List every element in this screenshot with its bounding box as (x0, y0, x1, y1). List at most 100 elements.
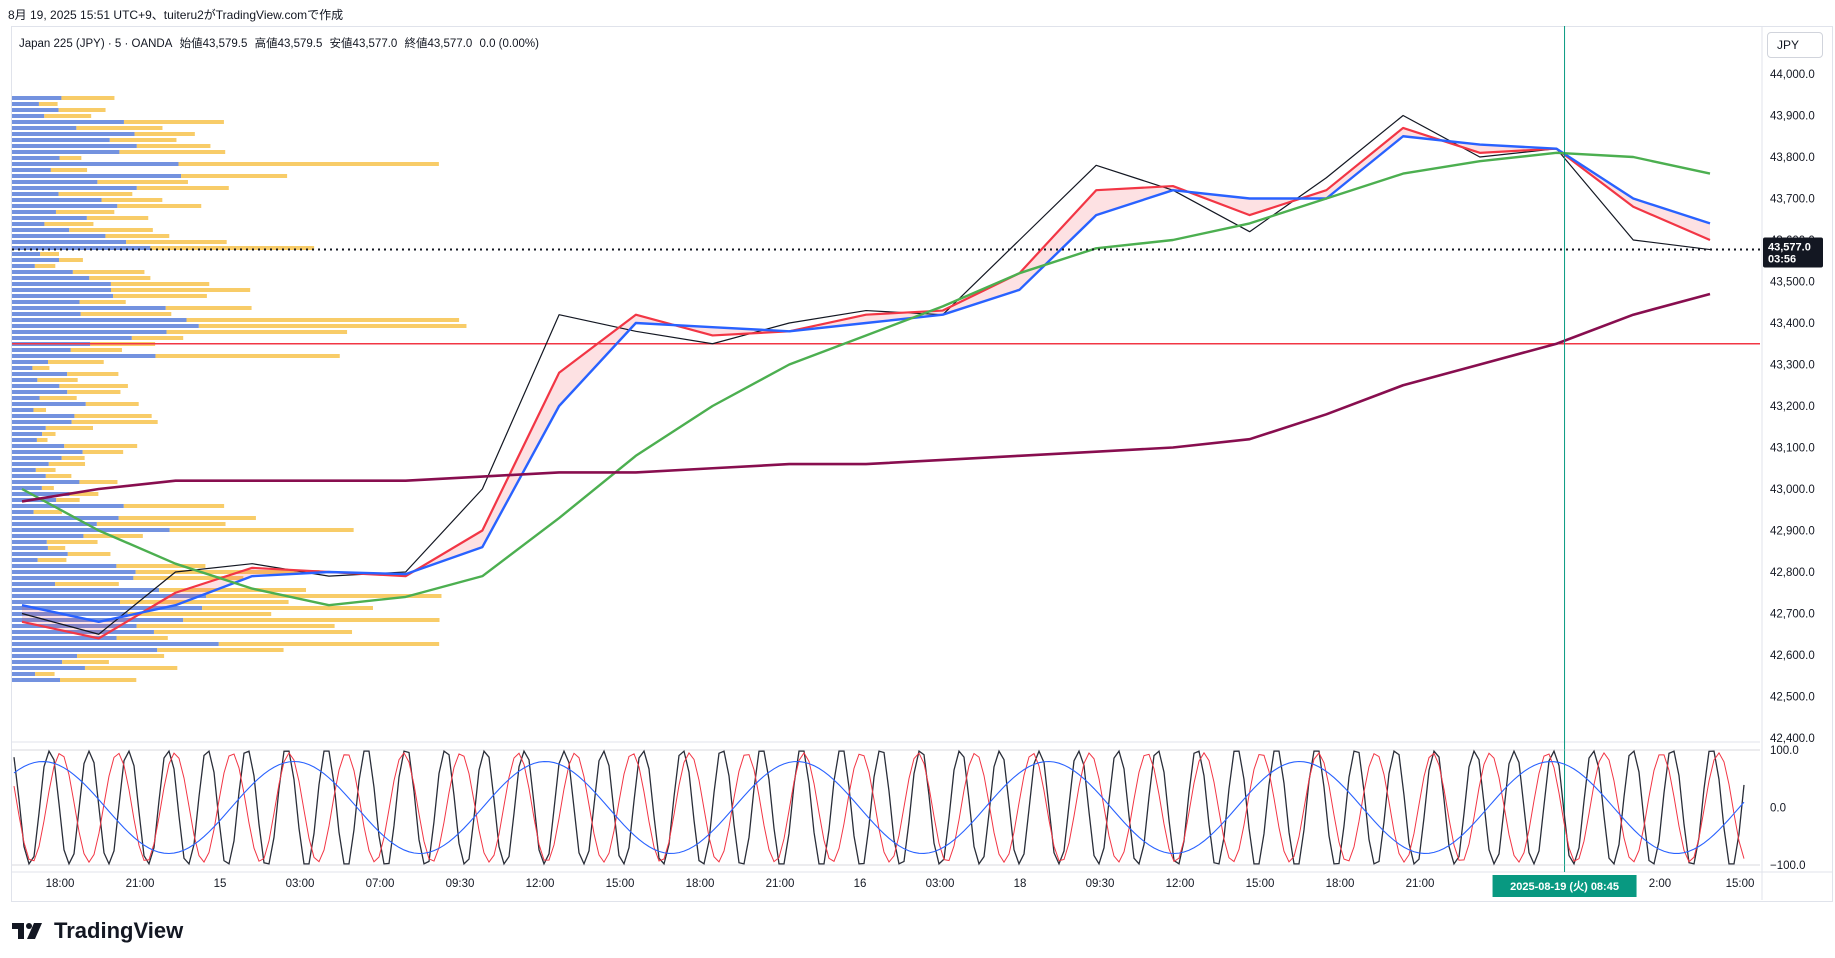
volume-profile-bar (123, 120, 224, 124)
price-tick-label: 43,700.0 (1770, 194, 1815, 206)
volume-profile-bar (123, 504, 225, 508)
volume-profile-bar (12, 396, 40, 400)
volume-profile-bar (153, 630, 353, 634)
ema-long-line[interactable] (21, 292, 1711, 503)
volume-profile-bar (12, 276, 90, 280)
legend-symbol[interactable]: Japan 225 (JPY) · 5 · OANDA (19, 38, 173, 50)
volume-profile-bar (169, 528, 354, 532)
symbol-legend[interactable]: Japan 225 (JPY) · 5 · OANDA 始値43,579.5 高… (19, 35, 543, 51)
volume-profile-bar (12, 546, 48, 550)
ema-slow-line[interactable] (21, 151, 1711, 607)
volume-profile-bar (35, 672, 55, 676)
volume-profile-bar (37, 558, 67, 562)
volume-profile-bar (70, 348, 122, 352)
volume-profile-bar (12, 306, 166, 310)
volume-profile-bar (76, 126, 163, 130)
volume-profile-bar (56, 498, 80, 502)
volume-profile-bar (12, 222, 45, 226)
tradingview-logo[interactable]: TradingView (12, 918, 183, 944)
volume-profile-bar (12, 168, 51, 172)
volume-profile-bar (67, 552, 111, 556)
volume-profile-bar (12, 300, 80, 304)
volume-profile-bar (157, 648, 284, 652)
volume-profile-bar (58, 108, 106, 112)
ema-mid-line[interactable] (21, 135, 1711, 623)
legend-high: 高値43,579.5 (254, 38, 323, 50)
price-tick-label: 43,500.0 (1770, 277, 1815, 289)
legend-change: 0.0 (0.00%) (479, 38, 539, 50)
volume-profile-bar (12, 576, 134, 580)
volume-profile-bar (135, 570, 320, 574)
volume-profile-bar (38, 102, 58, 106)
volume-profile-bar (12, 234, 106, 238)
last-price-value: 43,577.0 (1768, 242, 1811, 254)
volume-profile-bar (37, 378, 78, 382)
volume-profile-bar (12, 540, 47, 544)
volume-profile-bar (33, 510, 62, 514)
volume-profile-bar (74, 414, 152, 418)
volume-profile-bar (12, 402, 86, 406)
volume-profile-bar (12, 426, 46, 430)
volume-profile-bar (12, 324, 199, 328)
volume-profile-bar (12, 624, 137, 628)
volume-profile-bar (12, 504, 124, 508)
osc-k-line[interactable] (13, 749, 1745, 866)
volume-profile-bar (136, 624, 335, 628)
ema-fast-line[interactable] (21, 126, 1711, 640)
volume-profile-bar (89, 276, 151, 280)
volume-profile-bar (60, 678, 137, 682)
volume-profile-bar (41, 486, 54, 490)
osc-tick-label: −100.0 (1770, 860, 1806, 872)
volume-profile-bar (12, 318, 187, 322)
volume-profile-bar (126, 240, 227, 244)
volume-profile-bar (12, 390, 68, 394)
volume-profile-bar (150, 246, 315, 250)
osc-slow-line[interactable] (13, 760, 1745, 855)
volume-profile-bar (12, 486, 42, 490)
volume-profile-bar (48, 360, 104, 364)
volume-profile-bar (12, 282, 111, 286)
time-tick-label: 15 (214, 878, 227, 890)
volume-profile-bar (35, 468, 56, 472)
volume-profile-bar (45, 426, 93, 430)
time-tick-label: 21:00 (126, 878, 155, 890)
volume-profile-bar (36, 438, 48, 442)
time-tick-label: 18:00 (46, 878, 75, 890)
ema-ribbon-fill (22, 127, 1710, 639)
volume-profile-bar (71, 420, 158, 424)
volume-profile-bar (50, 168, 88, 172)
price-tick-label: 43,800.0 (1770, 152, 1815, 164)
volume-profile-bar (84, 666, 178, 670)
volume-profile-bar (12, 384, 60, 388)
price-line[interactable] (21, 114, 1711, 635)
volume-profile-bar (12, 516, 119, 520)
time-tick-label: 15:00 (1726, 878, 1755, 890)
volume-profile-bar (12, 120, 124, 124)
volume-profile-bar (105, 234, 170, 238)
volume-profile-bar (64, 444, 138, 448)
volume-profile-bar (79, 480, 118, 484)
volume-profile-bar (12, 150, 120, 154)
volume-profile-bar (62, 660, 109, 664)
volume-profile-bar (120, 600, 289, 604)
volume-profile-bar (12, 228, 70, 232)
volume-profile-bar (12, 534, 84, 538)
currency-button[interactable]: JPY (1767, 32, 1823, 58)
time-tick-label: 07:00 (366, 878, 395, 890)
chart-frame[interactable] (11, 26, 1833, 902)
volume-profile-bar (12, 246, 151, 250)
volume-profile-bar (178, 162, 439, 166)
volume-profile-bar (101, 198, 163, 202)
volume-profile-bar (12, 102, 39, 106)
volume-profile-bar (12, 180, 98, 184)
volume-profile-bar (34, 264, 56, 268)
volume-profile-bar (39, 396, 77, 400)
volume-profile-bar (165, 306, 252, 310)
price-tick-label: 42,400.0 (1770, 733, 1815, 745)
volume-profile-bar (12, 330, 167, 334)
volume-profile-bar (12, 600, 121, 604)
volume-profile-bar (86, 216, 149, 220)
volume-profile-bar (79, 300, 126, 304)
snapshot-header: 8月 19, 2025 15:51 UTC+9、tuiteru2がTrading… (8, 8, 344, 22)
